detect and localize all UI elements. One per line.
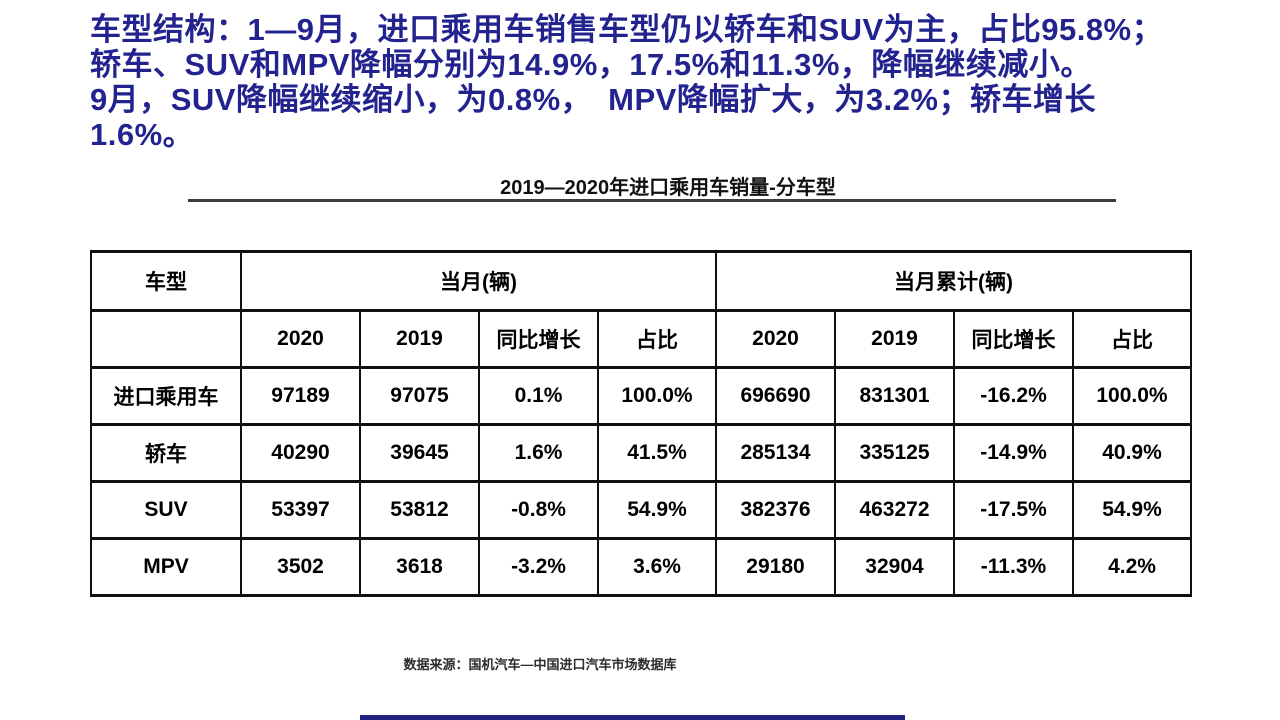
table-title: 2019—2020年进口乘用车销量-分车型 (500, 177, 836, 199)
cell-cum-yoy: -17.5% (953, 480, 1074, 540)
header-month-share: 占比 (597, 309, 717, 369)
row-label: 进口乘用车 (90, 366, 242, 426)
headline-line-4: 1.6%。 (90, 117, 195, 152)
cell-cum-share: 40.9% (1072, 423, 1192, 483)
cell-month-2020: 97189 (240, 366, 361, 426)
row-label: SUV (90, 480, 242, 540)
cell-cum-2020: 285134 (715, 423, 836, 483)
cell-month-share: 3.6% (597, 537, 717, 597)
table-row-imported-total: 进口乘用车 97189 97075 0.1% 100.0% 696690 831… (90, 366, 1192, 426)
header-cum-2020: 2020 (715, 309, 836, 369)
title-underline (188, 199, 1116, 202)
headline-line-1: 车型结构：1—9月，进口乘用车销售车型仍以轿车和SUV为主，占比95.8%； (90, 12, 1164, 47)
cell-cum-2019: 32904 (834, 537, 955, 597)
cell-cum-2020: 696690 (715, 366, 836, 426)
header-cum-share: 占比 (1072, 309, 1192, 369)
cell-cum-yoy: -16.2% (953, 366, 1074, 426)
cell-month-2019: 97075 (359, 366, 480, 426)
cell-cum-2020: 382376 (715, 480, 836, 540)
data-table: 车型 当月(辆) 当月累计(辆) 2020 2019 同比增长 占比 2020 … (90, 250, 1192, 597)
header-month-2019: 2019 (359, 309, 480, 369)
table-row-suv: SUV 53397 53812 -0.8% 54.9% 382376 46327… (90, 480, 1192, 540)
header-cum-yoy: 同比增长 (953, 309, 1074, 369)
header-cumulative: 当月累计(辆) (715, 250, 1192, 312)
cell-month-2019: 3618 (359, 537, 480, 597)
cell-month-yoy: 0.1% (478, 366, 599, 426)
cell-cum-share: 4.2% (1072, 537, 1192, 597)
cell-month-share: 41.5% (597, 423, 717, 483)
cell-month-2019: 53812 (359, 480, 480, 540)
row-label: 轿车 (90, 423, 242, 483)
table-header-group-row: 车型 当月(辆) 当月累计(辆) (90, 250, 1192, 312)
table-header-sub-row: 2020 2019 同比增长 占比 2020 2019 同比增长 占比 (90, 309, 1192, 369)
headline: 车型结构：1—9月，进口乘用车销售车型仍以轿车和SUV为主，占比95.8%； 轿… (90, 12, 1200, 152)
bottom-accent-bar (360, 715, 905, 720)
header-month-yoy: 同比增长 (478, 309, 599, 369)
headline-line-2: 轿车、SUV和MPV降幅分别为14.9%，17.5%和11.3%，降幅继续减小。 (90, 47, 1092, 82)
header-empty-cell (90, 309, 242, 369)
cell-month-yoy: -3.2% (478, 537, 599, 597)
cell-cum-yoy: -14.9% (953, 423, 1074, 483)
source-note: 数据来源：国机汽车—中国进口汽车市场数据库 (403, 657, 677, 672)
headline-line-3: 9月，SUV降幅继续缩小，为0.8%， MPV降幅扩大，为3.2%；轿车增长 (90, 82, 1096, 117)
cell-month-yoy: -0.8% (478, 480, 599, 540)
cell-month-2020: 53397 (240, 480, 361, 540)
cell-month-2019: 39645 (359, 423, 480, 483)
cell-cum-share: 100.0% (1072, 366, 1192, 426)
cell-cum-2019: 463272 (834, 480, 955, 540)
header-cum-2019: 2019 (834, 309, 955, 369)
cell-cum-2019: 831301 (834, 366, 955, 426)
header-current-month: 当月(辆) (240, 250, 717, 312)
cell-cum-share: 54.9% (1072, 480, 1192, 540)
cell-cum-yoy: -11.3% (953, 537, 1074, 597)
table-row-sedan: 轿车 40290 39645 1.6% 41.5% 285134 335125 … (90, 423, 1192, 483)
cell-cum-2019: 335125 (834, 423, 955, 483)
table-row-mpv: MPV 3502 3618 -3.2% 3.6% 29180 32904 -11… (90, 537, 1192, 597)
cell-month-2020: 40290 (240, 423, 361, 483)
cell-month-yoy: 1.6% (478, 423, 599, 483)
cell-cum-2020: 29180 (715, 537, 836, 597)
cell-month-share: 100.0% (597, 366, 717, 426)
header-month-2020: 2020 (240, 309, 361, 369)
cell-month-share: 54.9% (597, 480, 717, 540)
header-vehicle-type: 车型 (90, 250, 242, 312)
cell-month-2020: 3502 (240, 537, 361, 597)
row-label: MPV (90, 537, 242, 597)
